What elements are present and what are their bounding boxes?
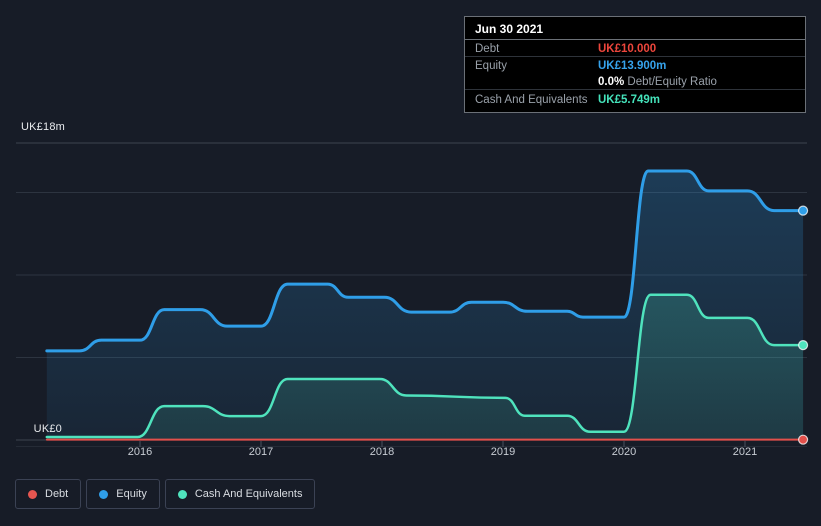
legend-debt-label: Debt [45, 488, 69, 500]
legend-item-cash[interactable]: Cash And Equivalents [164, 479, 316, 509]
tooltip-row-equity: Equity UK£13.900m [465, 57, 805, 74]
tooltip-ratio-value: 0.0% [598, 76, 625, 88]
chart-tooltip: Jun 30 2021 Debt UK£10.000 Equity UK£13.… [464, 16, 806, 113]
legend-cash-label: Cash And Equivalents [194, 488, 303, 500]
x-tick-label-2021: 2021 [732, 446, 758, 458]
tooltip-row-ratio: 0.0% Debt/Equity Ratio [465, 74, 805, 90]
series-line-cash-and-equivalents[interactable] [45, 293, 805, 439]
tooltip-ratio: 0.0% Debt/Equity Ratio [598, 74, 717, 90]
x-tick-label-2018: 2018 [369, 446, 395, 458]
tooltip-debt-label: Debt [475, 43, 500, 55]
x-tick-label-2019: 2019 [490, 446, 516, 458]
tooltip-equity-value: UK£13.900m [598, 60, 667, 72]
x-tick-label-2016: 2016 [127, 446, 153, 458]
equity-dot-icon [99, 489, 109, 499]
debt-dot-icon [28, 489, 37, 499]
end-dot-equity[interactable] [797, 205, 809, 216]
tooltip-row-cash: Cash And Equivalents UK£5.749m [465, 90, 805, 109]
tooltip-debt-value: UK£10.000 [598, 43, 657, 55]
end-dot-debt[interactable] [797, 434, 809, 445]
series-line-equity[interactable] [45, 169, 805, 353]
legend-item-debt[interactable]: Debt [15, 479, 82, 509]
y-axis-label-bottom: UK£0 [33, 423, 62, 435]
series-area-equity [46, 171, 804, 441]
tooltip-ratio-label: Debt/Equity Ratio [624, 76, 717, 88]
y-axis-label-top: UK£18m [21, 121, 65, 133]
tooltip-cash-value: UK£5.749m [598, 94, 661, 106]
tooltip-date: Jun 30 2021 [465, 17, 805, 40]
series-area-cash-and-equivalents [46, 294, 804, 440]
tooltip-equity-label: Equity [475, 60, 507, 72]
x-tick-label-2017: 2017 [248, 446, 274, 458]
chart-legend: Debt Equity Cash And Equivalents [15, 479, 316, 509]
x-tick-label-2020: 2020 [611, 446, 637, 458]
tooltip-cash-label: Cash And Equivalents [475, 94, 588, 106]
legend-equity-label: Equity [116, 488, 147, 500]
tooltip-row-debt: Debt UK£10.000 [465, 40, 805, 57]
cash-dot-icon [177, 489, 187, 499]
legend-item-equity[interactable]: Equity [86, 479, 160, 509]
end-dot-cash-and-equivalents[interactable] [797, 340, 809, 351]
